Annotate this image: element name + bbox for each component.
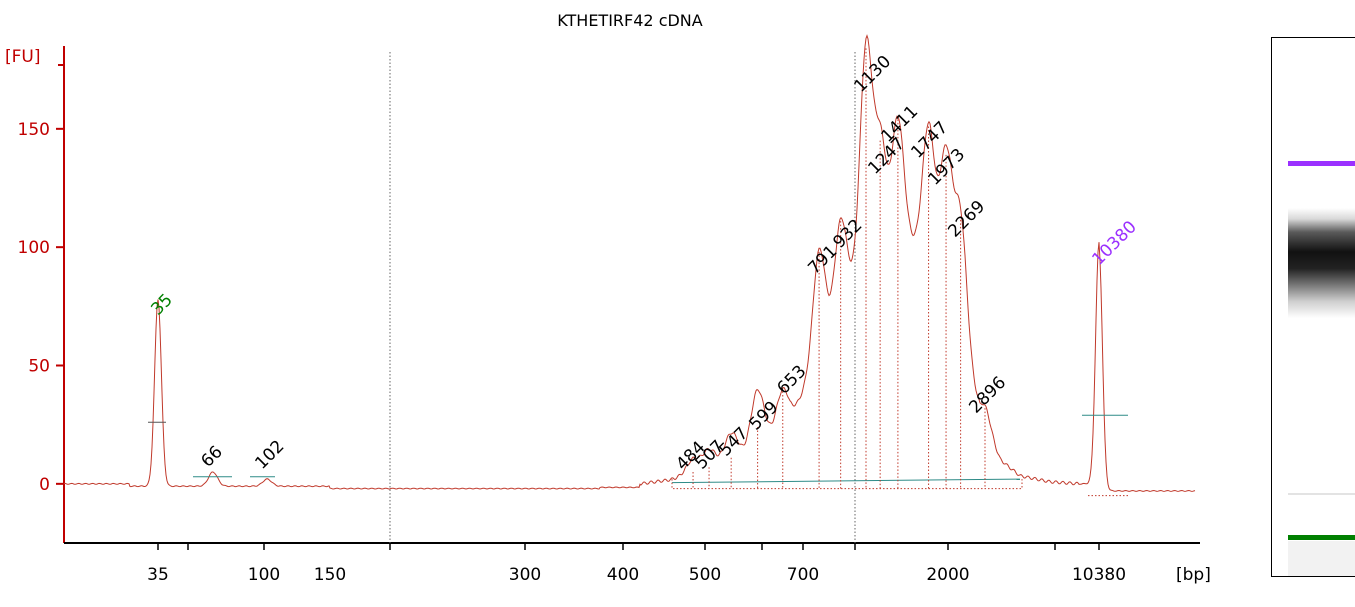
x-tick-label: 500: [689, 565, 721, 585]
x-tick-label: 300: [509, 565, 541, 585]
x-tick-label: 35: [147, 565, 169, 585]
x-tick-label: 150: [314, 565, 346, 585]
chart-title: KTHETIRF42 cDNA: [557, 11, 703, 30]
x-tick-label: 2000: [926, 565, 969, 585]
trace-layer: [63, 34, 1196, 497]
peak-label-102: 102: [251, 436, 288, 473]
y-tick-label: 150: [18, 120, 50, 140]
x-tick-label: 700: [787, 565, 819, 585]
y-axis-label: [FU]: [5, 47, 41, 67]
peak-label-599: 599: [745, 397, 782, 434]
x-tick-label: 400: [607, 565, 639, 585]
x-tick-label: 100: [248, 565, 280, 585]
peak-label-35: 35: [147, 290, 176, 319]
x-tick-label: 10380: [1072, 565, 1126, 585]
gel-lower-shade: [1288, 541, 1355, 576]
y-tick-label: 100: [18, 238, 50, 258]
region-baseline: [671, 478, 1021, 484]
guide-lines: [389, 52, 856, 543]
gel-image: [1271, 37, 1355, 577]
peak-label-2269: 2269: [944, 197, 989, 242]
y-tick-label: 0: [39, 475, 50, 495]
electropherogram-chart: KTHETIRF42 cDNA [FU] [bp] 0 50 100 150 35 100…: [5, 11, 1211, 585]
region-bracket: [671, 479, 1023, 490]
gel-smear-band: [1288, 208, 1355, 318]
peak-label-653: 653: [773, 361, 810, 398]
axes: [56, 46, 1200, 550]
gel-lower-marker-band: [1288, 535, 1355, 540]
gel-upper-marker-band: [1288, 161, 1355, 166]
peak-label-10380: 10380: [1088, 217, 1140, 269]
x-axis-label: [bp]: [1176, 565, 1211, 585]
gel-faint-band: [1288, 493, 1355, 495]
peak-label-66: 66: [197, 442, 226, 471]
peak-label-791: 791: [804, 241, 841, 278]
peak-label-932: 932: [829, 215, 866, 252]
trace-line: [63, 34, 1196, 492]
y-tick-label: 50: [28, 357, 50, 377]
peak-label-2896: 2896: [965, 373, 1010, 418]
tick-labels: 0 50 100 150 35 100 150 300 400 500 700 2000 10380: [18, 120, 1127, 585]
